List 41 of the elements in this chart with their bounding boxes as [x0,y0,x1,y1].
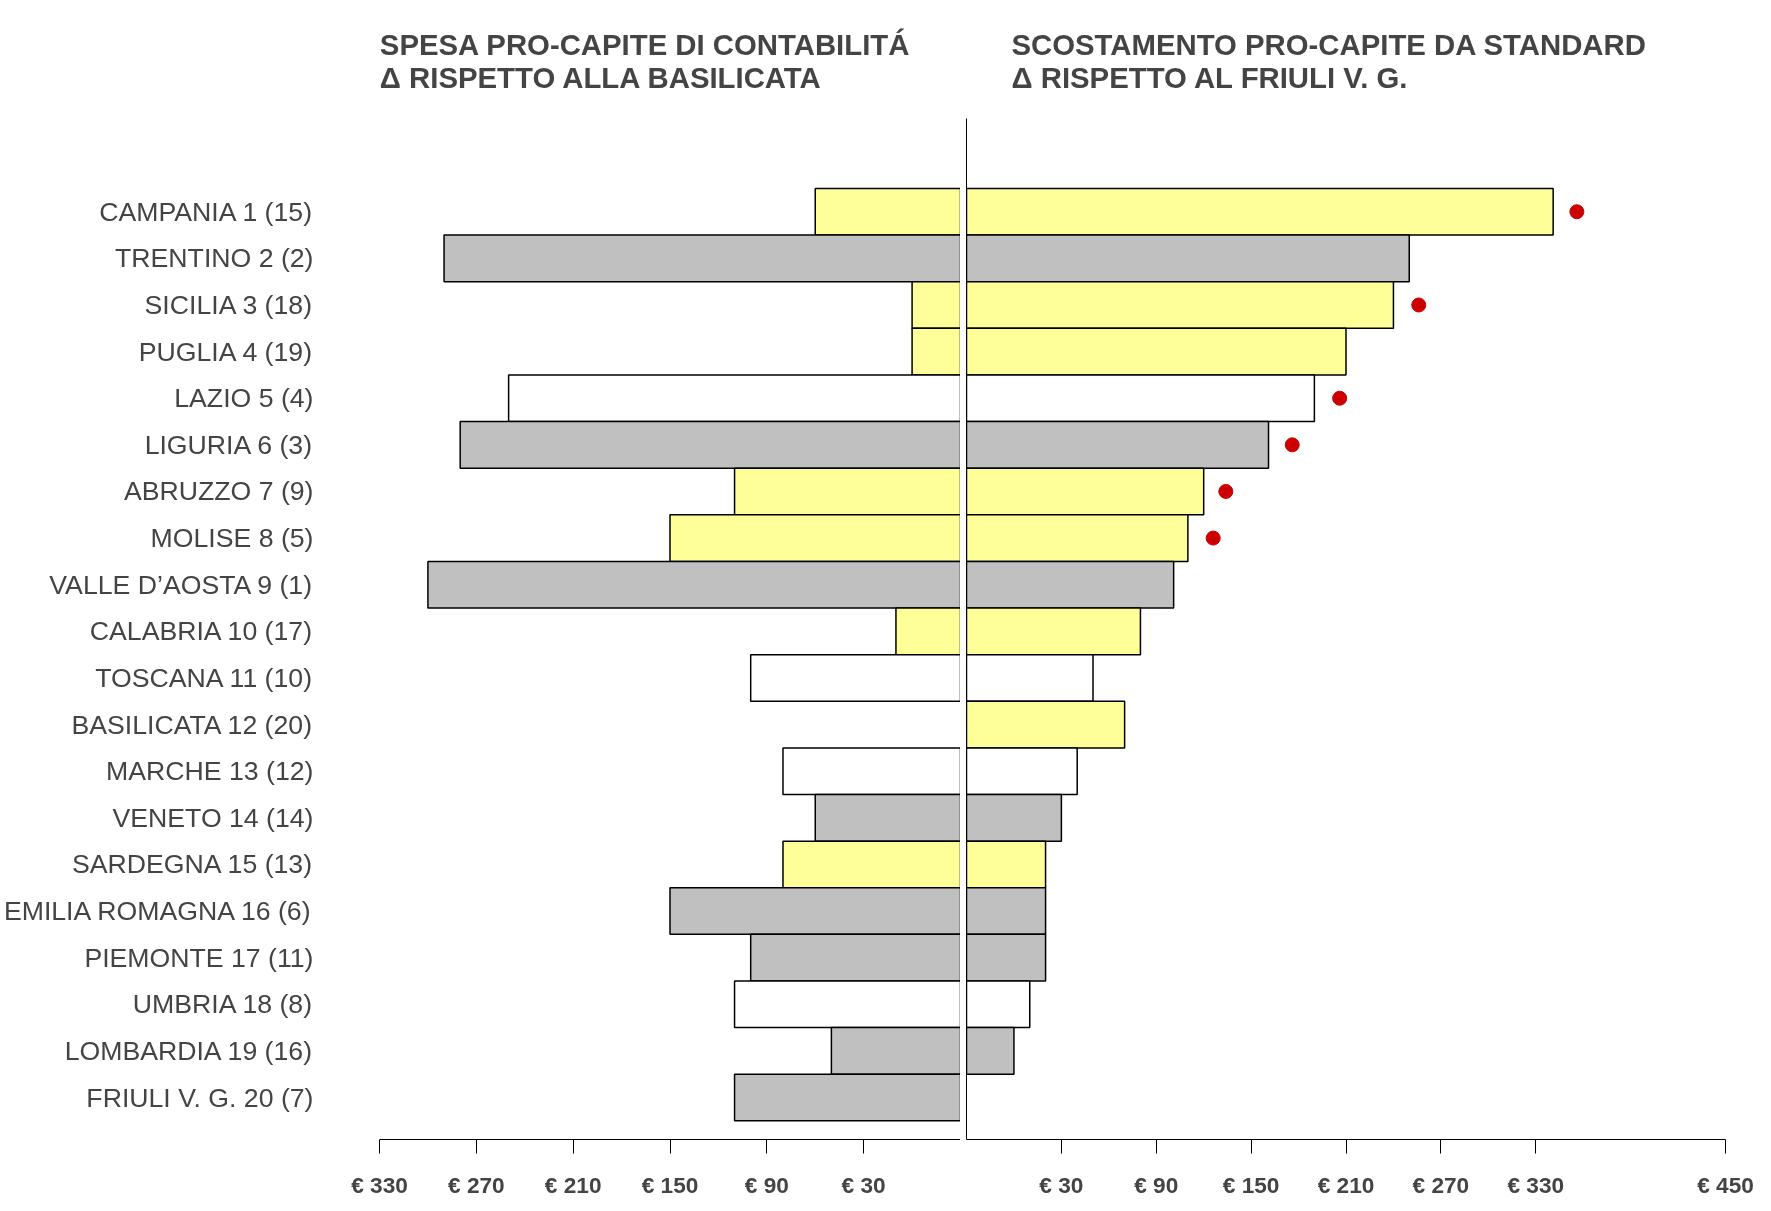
x-tick-label: € 270 [447,1171,505,1198]
x-tick-label: € 330 [351,1171,408,1198]
x-tick-label: € 30 [841,1171,886,1198]
x-tick-label: € 210 [1317,1171,1375,1198]
y-tick-label: PIEMONTE 17 (11) [84,942,314,973]
point [1332,390,1348,406]
y-tick-label: CALABRIA 10 (17) [89,616,313,647]
point [1284,437,1300,453]
y-tick-label: LIGURIA 6 (3) [144,429,313,460]
chart-title: SCOSTAMENTO PRO-CAPITE DA STANDARD Δ RISPETTO AL FRIULI V. G. [1011,27,1646,94]
x-tick-label: € 90 [744,1171,789,1198]
y-tick-label: EMILIA ROMAGNA 16 (6) [3,896,311,927]
x-tick-label: € 270 [1412,1171,1470,1198]
y-tick-label: LOMBARDIA 19 (16) [64,1035,313,1066]
x-tick-label: € 150 [641,1171,699,1198]
x-tick-label: € 150 [1222,1171,1280,1198]
point [1205,530,1221,546]
x-tick-label: € 450 [1697,1171,1754,1198]
x-tick-label: € 210 [544,1171,602,1198]
y-tick-label: SICILIA 3 (18) [144,289,313,320]
y-tick-label: MOLISE 8 (5) [150,523,314,554]
y-tick-label: MARCHE 13 (12) [106,756,314,787]
y-tick-label: VALLE D’AOSTA 9 (1) [49,569,313,600]
y-tick-label: TOSCANA 11 (10) [95,662,313,693]
y-tick-label: PUGLIA 4 (19) [138,336,313,367]
y-tick-label: VENETO 14 (14) [112,802,314,833]
chart-title: SPESA PRO-CAPITE DI CONTABILITÁ Δ RISPETTO ALLA BASILICATA [379,27,910,94]
y-tick-label: LAZIO 5 (4) [174,383,314,414]
x-tick-label: € 90 [1134,1171,1179,1198]
y-tick-label: SARDEGNA 15 (13) [72,849,313,880]
y-tick-label: UMBRIA 18 (8) [132,989,313,1020]
y-tick-label: CAMPANIA 1 (15) [99,196,313,227]
point [1218,483,1234,499]
y-tick-label: FRIULI V. G. 20 (7) [86,1082,314,1113]
y-tick-label: TRENTINO 2 (2) [115,243,314,274]
y-tick-label: ABRUZZO 7 (9) [123,476,314,507]
y-tick-label: BASILICATA 12 (20) [71,709,313,740]
x-tick-label: € 330 [1507,1171,1565,1198]
point [1569,204,1585,220]
point [1411,297,1427,313]
x-tick-label: € 30 [1039,1171,1084,1198]
